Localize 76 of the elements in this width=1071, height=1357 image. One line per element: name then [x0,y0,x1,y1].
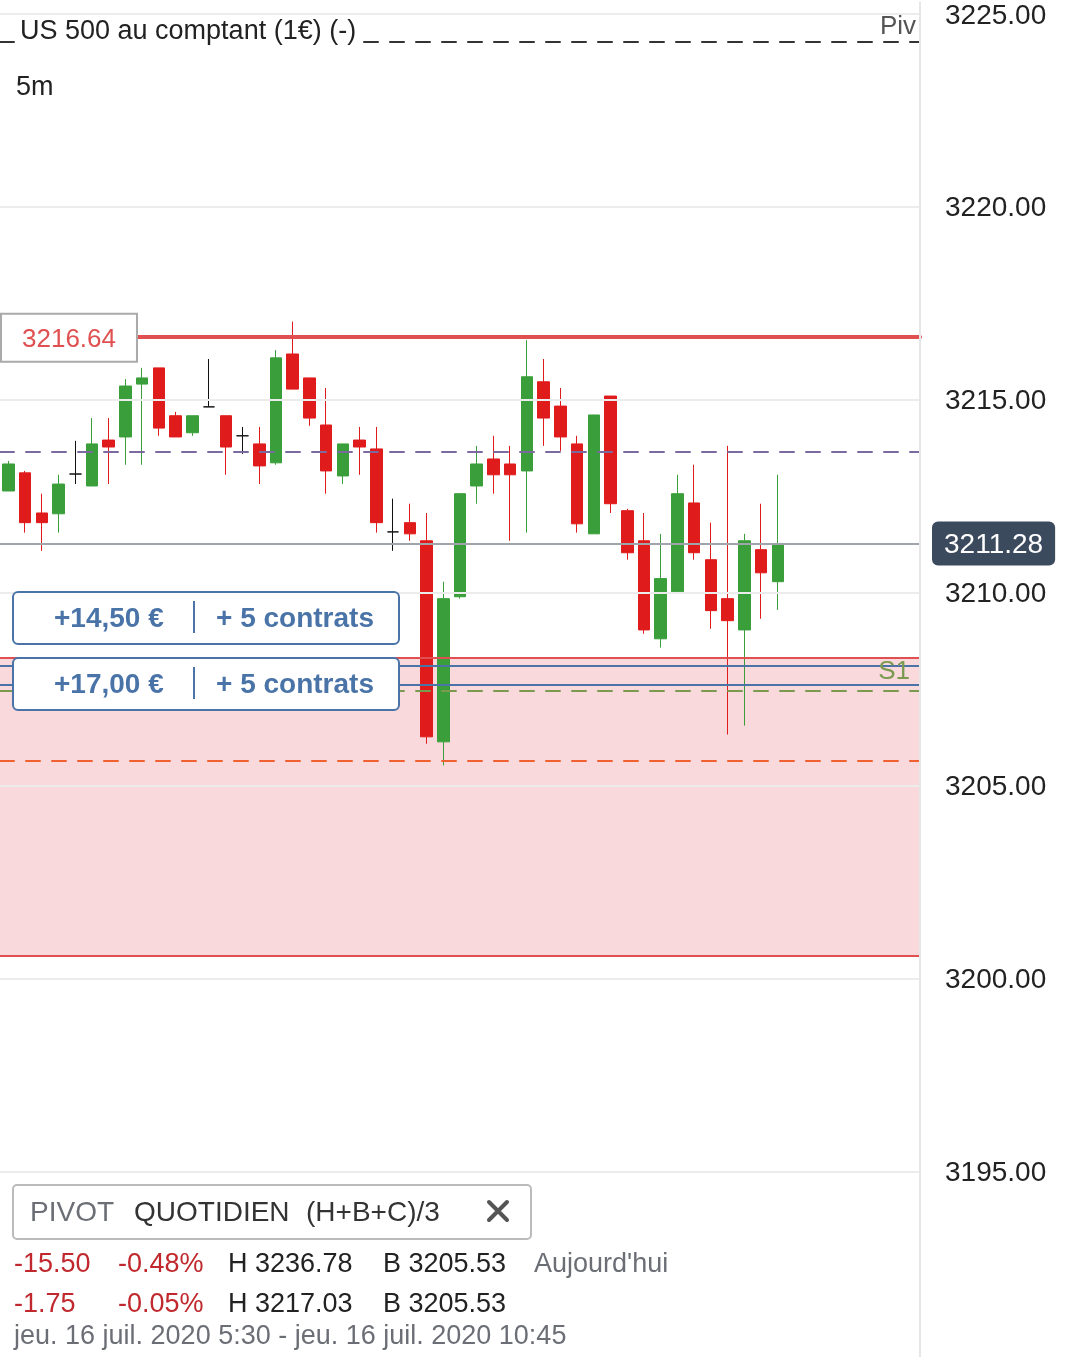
candlestick [320,387,332,495]
candlestick [437,581,450,766]
annotation: B 3205.53 [383,1288,507,1318]
candlestick [119,378,132,466]
candlestick [337,443,349,485]
candlestick [521,339,533,534]
annotation: QUOTIDIEN [134,1196,290,1227]
candlestick [102,417,115,485]
candlestick [671,474,684,593]
y-tick-label: 3225.00 [945,0,1047,30]
candlestick [69,440,82,485]
annotation: jeu. 16 juil. 2020 5:30 - jeu. 16 juil. 2020 10:45 [14,1320,567,1350]
ref-line-label: 3211.28 [944,527,1044,559]
annotation: + 5 contrats [216,668,374,699]
annotation: -0.05% [118,1288,204,1318]
candlestick [19,470,31,534]
candlestick [153,367,165,437]
ref-line-label: 3216.64 [22,322,116,353]
annotation: 5m [16,71,54,101]
candlestick [487,435,500,495]
y-tick-label: 3200.00 [945,963,1047,995]
candlestick [353,426,366,476]
annotation: + 5 contrats [216,602,374,633]
candlestick [203,358,215,408]
candlestick [169,411,182,438]
annotation: Aujourd'hui [534,1248,669,1278]
y-tick-label: 3205.00 [945,770,1047,802]
annotation: B 3205.53 [383,1248,507,1278]
candlestick [654,533,667,649]
candlestick [721,445,734,736]
candlestick [270,349,282,466]
candlestick [738,533,751,727]
candlestick [470,445,483,505]
candlestick [621,508,634,561]
y-tick-label: 3210.00 [945,577,1047,609]
annotation: (H+B+C)/3 [306,1196,440,1227]
annotation: H 3236.78 [228,1248,353,1278]
candlestick [220,415,232,476]
candlestick [404,503,416,542]
candlestick [36,493,48,552]
candlestick [52,474,65,534]
annotation: H 3217.03 [228,1288,353,1318]
candlestick [588,414,600,535]
candlestick [286,321,299,390]
y-tick-label: 3220.00 [945,191,1047,223]
candlestick [2,460,15,492]
candlestick [638,512,650,635]
y-tick-label: 3215.00 [945,384,1047,416]
annotation: -15.50 [14,1248,91,1278]
candlestick [387,498,399,552]
candlestick [705,522,717,630]
candlestick [537,358,550,447]
candlestick [554,387,567,452]
annotation: PIVOT [30,1196,115,1227]
y-tick-label: 3195.00 [945,1156,1047,1188]
text: US 500 au comptant (1€) (-) [16,15,361,45]
candlestick [772,474,784,611]
annotation: -1.75 [14,1288,76,1318]
candlestick [604,395,617,514]
candlestick [86,417,98,487]
candlestick [454,493,466,600]
candlestick [571,435,583,534]
candlestick [236,426,249,455]
candlestick [186,415,199,437]
annotation: +14,50 € [54,602,164,633]
candlestick [504,445,516,542]
annotation: +17,00 € [54,668,164,699]
annotation: -0.48% [118,1248,204,1278]
candlestick [688,464,700,561]
candlestick [755,503,767,620]
candlestick [253,426,266,485]
candlestick [370,426,383,534]
ref-line-label: Piv [879,10,916,41]
candlestick [420,512,433,745]
candlestick [136,367,148,466]
candlestick [303,377,316,427]
